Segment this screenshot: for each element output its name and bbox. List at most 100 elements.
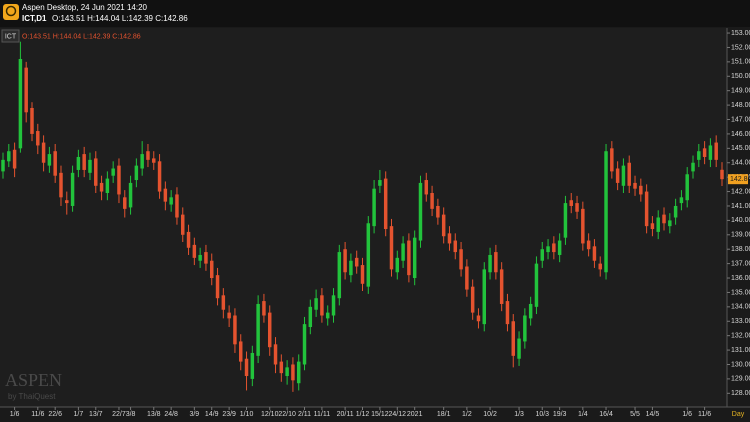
x-tick-label: 2/11 bbox=[298, 411, 311, 418]
y-tick-label: 151.00 bbox=[731, 59, 750, 66]
candle-body bbox=[65, 200, 69, 204]
candle-body bbox=[221, 295, 226, 310]
candle-body bbox=[117, 165, 121, 195]
candle-body bbox=[441, 214, 446, 237]
candle-body bbox=[18, 58, 23, 149]
candle-body bbox=[407, 240, 411, 276]
symbol: ICT,D1 bbox=[22, 14, 47, 23]
x-tick-label: 14/5 bbox=[646, 411, 660, 418]
candle-body bbox=[470, 286, 475, 313]
y-tick-label: 141.00 bbox=[731, 203, 750, 210]
candle-body bbox=[337, 252, 342, 299]
candle-body bbox=[227, 312, 231, 319]
candle-body bbox=[12, 149, 17, 169]
symbol-box[interactable] bbox=[1, 29, 20, 43]
candle-body bbox=[186, 231, 191, 248]
candle-body bbox=[540, 249, 544, 261]
y-tick-label: 145.00 bbox=[731, 145, 750, 152]
candle-body bbox=[610, 148, 614, 172]
x-tick-label: 14/9 bbox=[205, 411, 219, 418]
candle-body bbox=[528, 303, 533, 319]
candle-body bbox=[169, 197, 173, 205]
candle-body bbox=[88, 159, 92, 173]
candle-body bbox=[111, 168, 115, 176]
candle-body bbox=[41, 142, 46, 163]
y-tick-label: 136.00 bbox=[731, 275, 750, 282]
candle-body bbox=[592, 246, 597, 261]
candle-body bbox=[285, 367, 289, 377]
x-tick-label: 1/4 bbox=[578, 411, 588, 418]
candle-body bbox=[534, 263, 539, 307]
candle-body bbox=[389, 226, 394, 270]
x-tick-label: 11/6 bbox=[31, 411, 44, 418]
candle-body bbox=[523, 315, 527, 342]
x-tick-label: 13/8 bbox=[147, 411, 161, 418]
y-tick-label: 137.00 bbox=[731, 260, 750, 267]
candle-body bbox=[181, 214, 185, 235]
candle-body bbox=[418, 182, 423, 241]
x-tick-label: 19/3 bbox=[553, 411, 567, 418]
x-tick-label: 16/4 bbox=[599, 411, 613, 418]
x-tick-label: 22/10 bbox=[278, 411, 296, 418]
y-tick-label: 128.00 bbox=[731, 390, 750, 397]
y-tick-label: 150.00 bbox=[731, 73, 750, 80]
candle-body bbox=[76, 156, 81, 170]
candle-body bbox=[424, 180, 429, 195]
candle-body bbox=[331, 295, 336, 316]
candle-body bbox=[639, 185, 643, 195]
y-tick-label: 139.00 bbox=[731, 232, 750, 239]
candle-body bbox=[302, 324, 307, 365]
candle-body bbox=[349, 260, 353, 276]
candle-body bbox=[325, 312, 330, 319]
candle-body bbox=[238, 341, 243, 362]
app-icon-mark bbox=[5, 5, 17, 17]
candle-body bbox=[296, 361, 301, 384]
candle-body bbox=[552, 243, 556, 253]
candle-body bbox=[175, 194, 179, 218]
candle-body bbox=[465, 266, 469, 290]
plot-area bbox=[0, 28, 727, 407]
y-tick-label: 140.00 bbox=[731, 217, 750, 224]
y-tick-label: 144.00 bbox=[731, 160, 750, 167]
candle-body bbox=[656, 217, 660, 232]
candle-body bbox=[598, 263, 602, 270]
candle-body bbox=[505, 301, 510, 325]
candle-body bbox=[575, 203, 579, 212]
y-tick-label: 132.00 bbox=[731, 333, 750, 340]
candle-body bbox=[378, 180, 382, 186]
app-title: Aspen Desktop, 24 Jun 2021 14:20 bbox=[22, 3, 148, 12]
candle-body bbox=[210, 260, 214, 279]
candle-body bbox=[123, 197, 127, 209]
candle-body bbox=[412, 237, 417, 279]
candle-body bbox=[36, 131, 40, 146]
x-tick-label: 1/6 bbox=[10, 411, 20, 418]
watermark-by: by ThaiQuest bbox=[8, 392, 56, 401]
candle-body bbox=[215, 275, 220, 299]
header-bar bbox=[0, 0, 750, 27]
x-tick-label: 11/11 bbox=[314, 411, 331, 418]
y-tick-label: 152.00 bbox=[731, 44, 750, 51]
x-tick-label: 15/12 bbox=[371, 411, 389, 418]
candle-body bbox=[401, 243, 405, 261]
watermark-brand: ASPEN bbox=[5, 370, 62, 390]
candle-body bbox=[563, 203, 568, 238]
symbol-label: ICT bbox=[5, 33, 17, 40]
candle-body bbox=[320, 295, 324, 316]
candle-body bbox=[430, 193, 434, 209]
ohlc-header: O:143.51 H:144.04 L:142.39 C:142.86 bbox=[52, 14, 188, 23]
candle-body bbox=[267, 312, 272, 348]
candle-body bbox=[621, 165, 626, 186]
candle-body bbox=[198, 254, 202, 261]
candle-body bbox=[708, 145, 713, 160]
y-tick-label: 146.00 bbox=[731, 131, 750, 138]
candle-body bbox=[82, 154, 86, 170]
candle-body bbox=[499, 269, 504, 304]
candle-body bbox=[354, 257, 359, 267]
candle-body bbox=[476, 315, 481, 322]
candle-body bbox=[140, 154, 144, 169]
x-tick-label: 11/6 bbox=[698, 411, 711, 418]
y-tick-label: 130.00 bbox=[731, 361, 750, 368]
x-tick-label: 13/7 bbox=[89, 411, 103, 418]
x-tick-label: 1/3 bbox=[514, 411, 524, 418]
